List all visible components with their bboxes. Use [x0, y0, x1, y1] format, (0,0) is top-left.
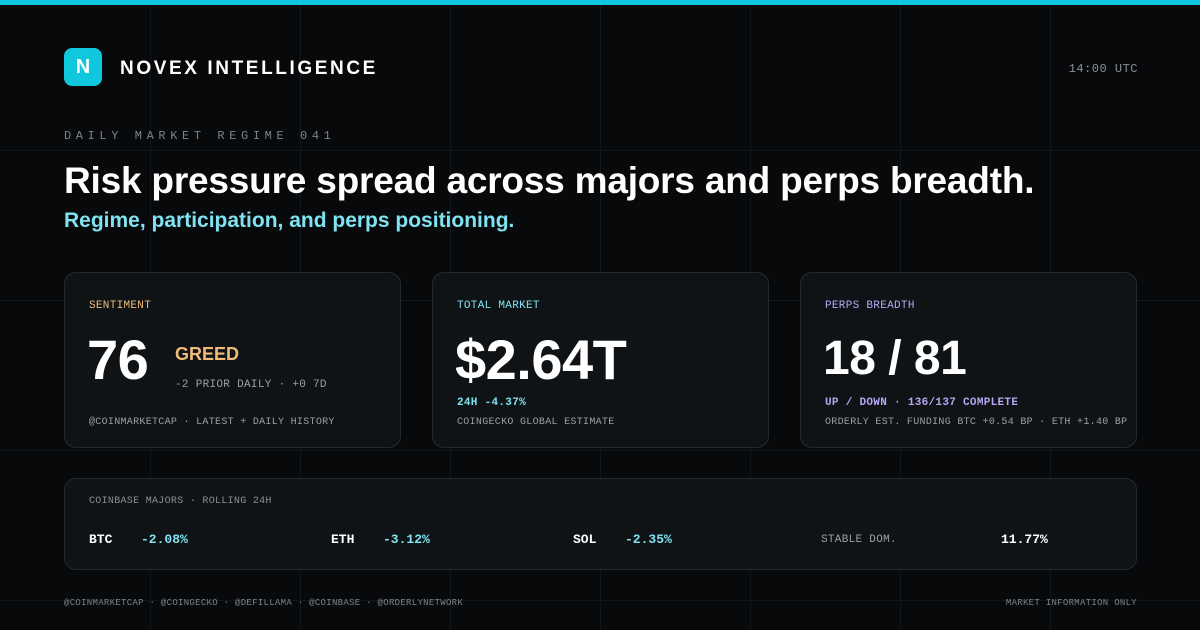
sentiment-value: 76 — [87, 328, 149, 391]
sentiment-change: -2 PRIOR DAILY · +0 7D — [175, 379, 327, 391]
time-stamp: 14:00 UTC — [1068, 62, 1138, 76]
top-accent-bar — [0, 0, 1200, 5]
logo-letter: N — [75, 55, 91, 78]
sol-symbol: SOL — [573, 532, 597, 547]
brand-name: NOVEX INTELLIGENCE — [120, 58, 378, 79]
perps-detail: UP / DOWN · 136/137 COMPLETE — [825, 397, 1019, 409]
page-subtitle: Regime, participation, and perps positio… — [64, 209, 515, 232]
footer-sources: @COINMARKETCAP · @COINGECKO · @DEFILLAMA… — [64, 598, 464, 608]
perps-breadth-card: PERPS BREADTH 18 / 81 UP / DOWN · 136/13… — [800, 272, 1137, 448]
market-label: TOTAL MARKET — [457, 300, 540, 312]
stable-dominance-value: 11.77% — [1001, 532, 1048, 547]
market-change: 24H -4.37% — [457, 397, 527, 409]
market-value: $2.64T — [455, 328, 627, 391]
sentiment-source: @COINMARKETCAP · LATEST + DAILY HISTORY — [89, 417, 335, 428]
sentiment-card: SENTIMENT 76 GREED -2 PRIOR DAILY · +0 7… — [64, 272, 401, 448]
perps-value: 18 / 81 — [823, 332, 967, 385]
perps-source: ORDERLY EST. FUNDING BTC +0.54 BP · ETH … — [825, 417, 1128, 428]
sentiment-label: SENTIMENT — [89, 300, 152, 312]
kicker-label: DAILY MARKET REGIME 041 — [64, 129, 336, 143]
eth-symbol: ETH — [331, 532, 355, 547]
stable-dominance-label: STABLE DOM. — [821, 534, 897, 546]
btc-change: -2.08% — [141, 532, 188, 547]
sol-change: -2.35% — [625, 532, 672, 547]
footer-disclaimer: MARKET INFORMATION ONLY — [1005, 598, 1137, 608]
page-title: Risk pressure spread across majors and p… — [64, 160, 1035, 201]
sentiment-state: GREED — [175, 344, 240, 364]
majors-label: COINBASE MAJORS · ROLLING 24H — [89, 496, 272, 507]
brand-logo: N — [64, 48, 102, 86]
perps-label: PERPS BREADTH — [825, 300, 915, 312]
total-market-card: TOTAL MARKET $2.64T 24H -4.37% COINGECKO… — [432, 272, 769, 448]
market-source: COINGECKO GLOBAL ESTIMATE — [457, 417, 615, 428]
majors-strip: COINBASE MAJORS · ROLLING 24H BTC -2.08%… — [64, 478, 1137, 570]
btc-symbol: BTC — [89, 532, 113, 547]
eth-change: -3.12% — [383, 532, 430, 547]
